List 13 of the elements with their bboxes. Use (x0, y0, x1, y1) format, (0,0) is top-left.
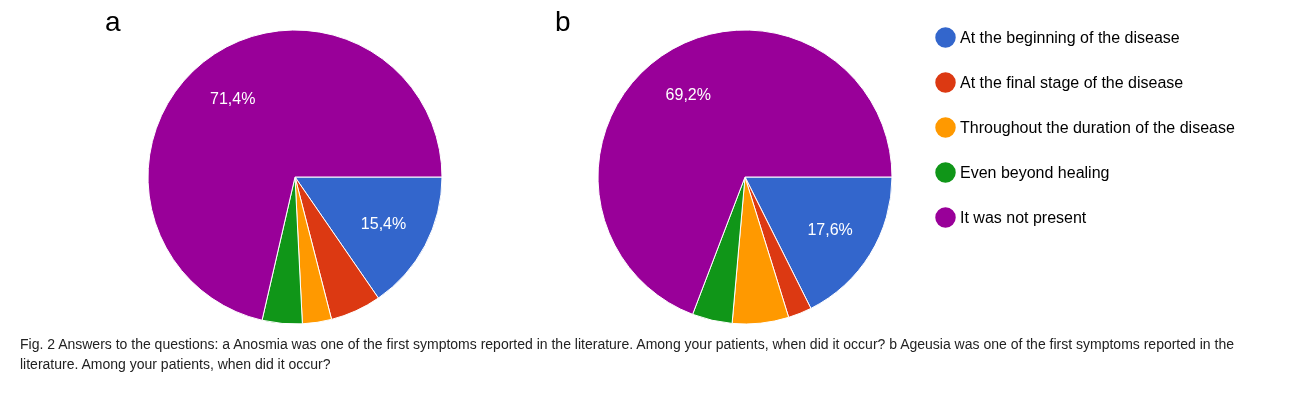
chart-title: b (555, 6, 571, 37)
legend-label: Even beyond healing (960, 163, 1110, 181)
chart-title: a (105, 6, 121, 37)
caption: Fig. 2 Answers to the questions: a Anosmia was one of the first symptoms reported in the literature. Among your patients, when did it occur? b Ageusia was one of the first symptoms reported in the literature. Among your patients, when did it occur? (20, 335, 1235, 374)
data-label: 71,4% (210, 89, 256, 107)
data-label: 15,4% (360, 214, 407, 232)
data-label: 17,6% (807, 220, 853, 238)
pie-slice (147, 29, 443, 321)
legend-label: At the final stage of the disease (960, 73, 1184, 91)
legend-label: At the beginning of the disease (960, 28, 1180, 46)
legend-label: Throughout the duration of the disease (960, 118, 1235, 136)
legend-label: It was not present (960, 208, 1087, 226)
data-label: 69,2% (665, 85, 711, 103)
